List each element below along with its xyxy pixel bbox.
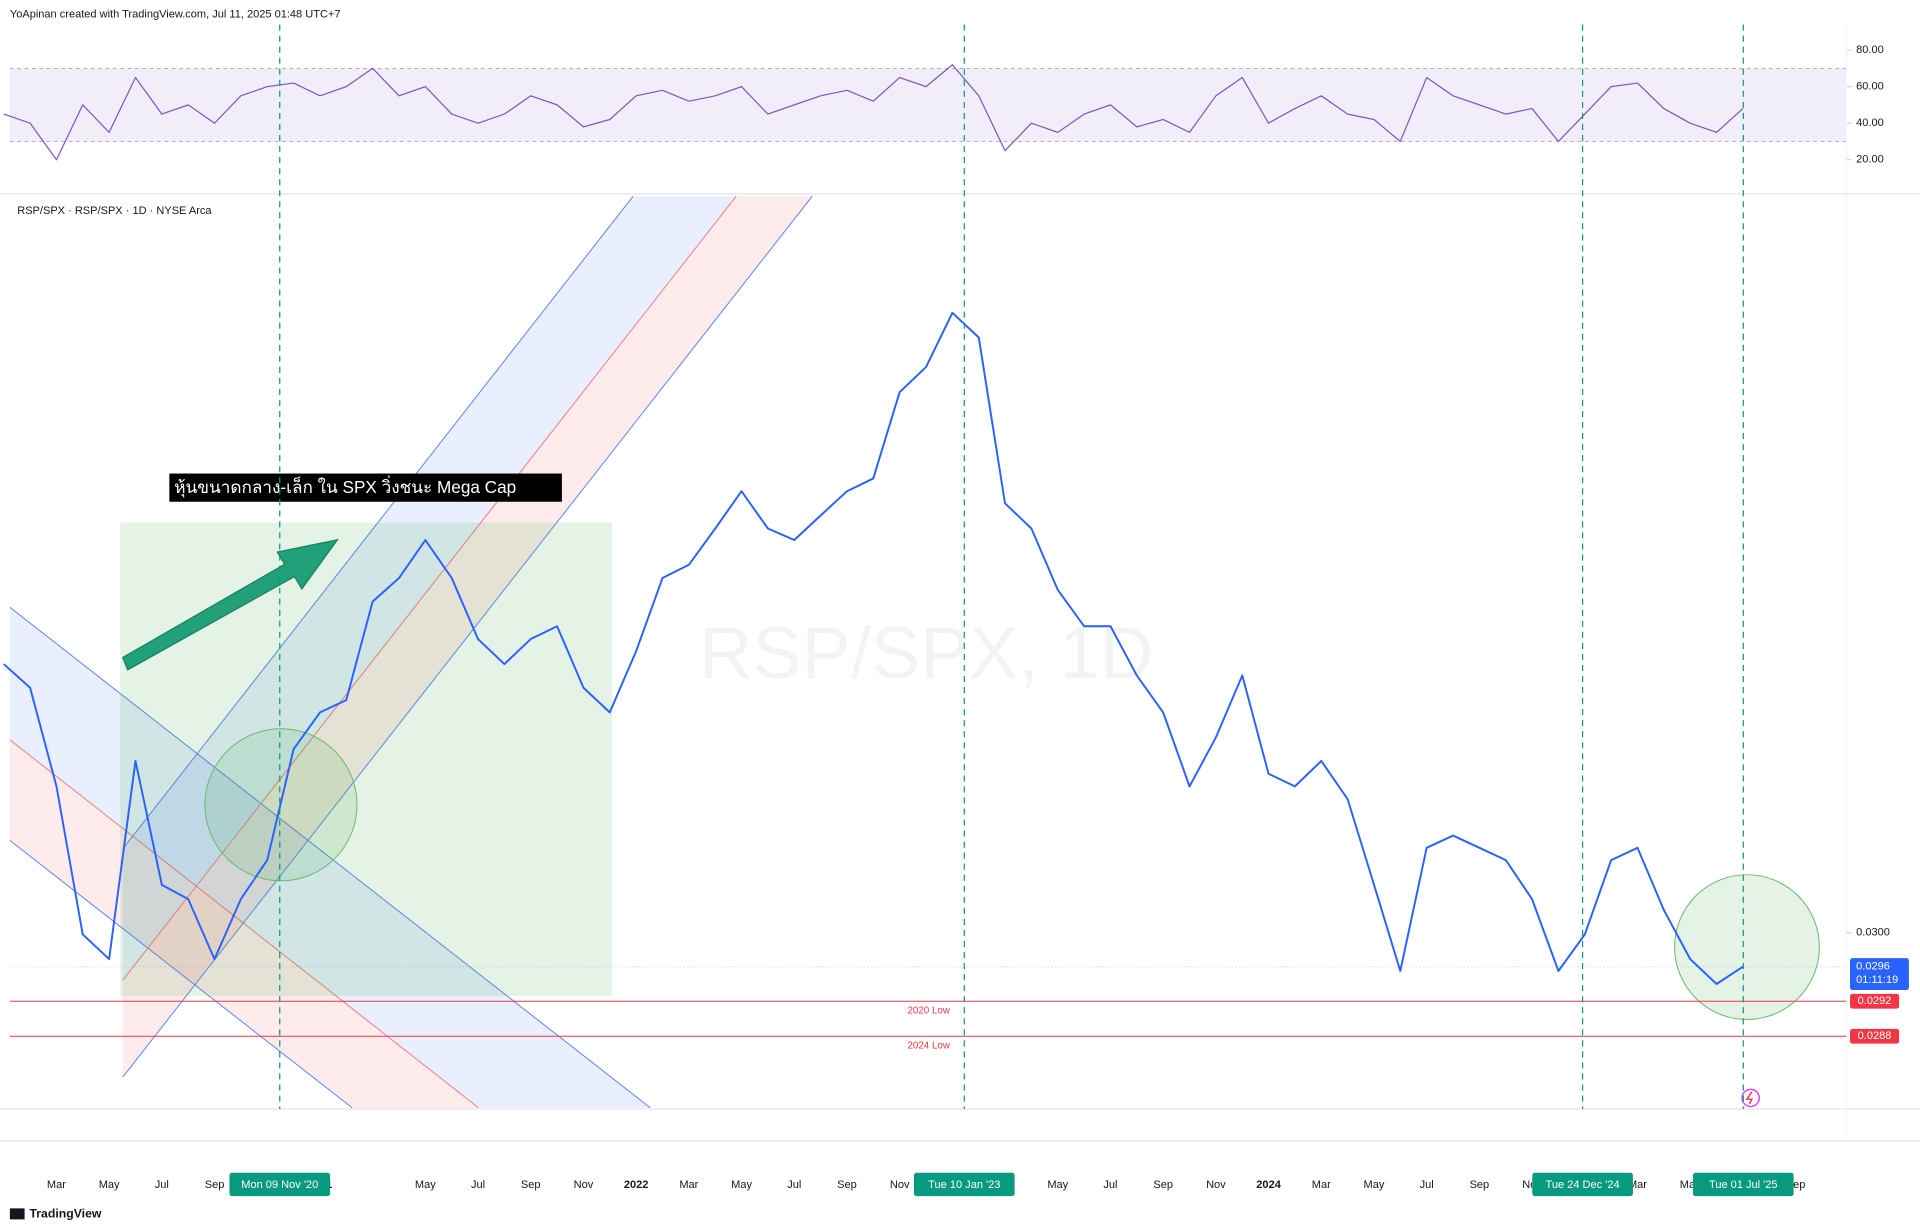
date-badge-label: Tue 24 Dec '24 bbox=[1546, 1179, 1620, 1191]
drawings: หุ้นขนาดกลาง-เล็ก ใน SPX วิ่งชนะ Mega Ca… bbox=[9, 195, 1820, 1109]
date-badge-label: Tue 10 Jan '23 bbox=[928, 1179, 1000, 1191]
event-icon[interactable] bbox=[1741, 1088, 1760, 1108]
y-tick-label: 20.00 bbox=[1856, 154, 1884, 166]
x-tick-label: Jul bbox=[1420, 1179, 1434, 1191]
x-tick-label: Sep bbox=[205, 1179, 225, 1191]
x-tick-label: Nov bbox=[890, 1179, 910, 1191]
y-tick-label: 0.0300 bbox=[1856, 927, 1890, 939]
x-tick-label: Jul bbox=[155, 1179, 169, 1191]
x-tick-label: Mar bbox=[1312, 1179, 1331, 1191]
header: YoApinan created with TradingView.com, J… bbox=[10, 9, 341, 21]
pane-title: RSP/SPX · RSP/SPX · 1D · NYSE Arca bbox=[17, 205, 212, 217]
rsi-pane: 20.00 40.00 60.00 80.00 bbox=[3, 44, 1884, 166]
footer-logo: TradingView bbox=[9, 1207, 102, 1221]
event-icon-bolt bbox=[1745, 1091, 1754, 1105]
logo-mark bbox=[9, 1208, 25, 1220]
highlight-box bbox=[120, 522, 613, 997]
x-tick-label: Sep bbox=[837, 1179, 857, 1191]
x-tick-label: 2024 bbox=[1256, 1179, 1281, 1191]
annotation: หุ้นขนาดกลาง-เล็ก ใน SPX วิ่งชนะ Mega Ca… bbox=[174, 475, 516, 498]
watermark: RSP/SPX, 1D bbox=[699, 611, 1153, 694]
price-tag bbox=[1850, 958, 1909, 991]
x-tick-label: Mar bbox=[679, 1179, 698, 1191]
price-tag bbox=[1850, 1028, 1900, 1044]
channel-line bbox=[9, 606, 651, 1109]
channel-line bbox=[122, 195, 813, 1078]
circle bbox=[1674, 874, 1820, 1020]
y-tick-label: 80.00 bbox=[1856, 44, 1884, 56]
x-tick-label: Sep bbox=[1153, 1179, 1173, 1191]
price-tag-label: 0.0292 bbox=[1858, 995, 1892, 1007]
x-tick-label: Jul bbox=[787, 1179, 801, 1191]
x-tick-label: Jul bbox=[1103, 1179, 1117, 1191]
date-badge bbox=[1692, 1172, 1794, 1197]
x-tick-label: May bbox=[731, 1179, 752, 1191]
x-tick-label: Jul bbox=[471, 1179, 485, 1191]
footer: TradingView bbox=[29, 1207, 101, 1221]
date-badge-label: Tue 01 Jul '25 bbox=[1709, 1179, 1778, 1191]
x-tick-label: Nov bbox=[574, 1179, 594, 1191]
x-tick-label: Mar bbox=[47, 1179, 66, 1191]
x-tick-label: Sep bbox=[1470, 1179, 1490, 1191]
price-tag-label: 0.0296 bbox=[1856, 961, 1890, 973]
x-tick-label: 2022 bbox=[624, 1179, 649, 1191]
line bbox=[3, 311, 1744, 985]
arrow bbox=[121, 538, 339, 671]
y-tick-label: 40.00 bbox=[1856, 117, 1884, 129]
x-tick-label: Sep bbox=[521, 1179, 541, 1191]
date-badge bbox=[1532, 1172, 1633, 1197]
channel-line bbox=[122, 195, 737, 981]
channel-line bbox=[9, 739, 479, 1109]
annotation-box bbox=[169, 473, 562, 502]
x-tick-label: Nov bbox=[1206, 1179, 1226, 1191]
x-tick-label: May bbox=[1047, 1179, 1068, 1191]
support-label: 2020 Low bbox=[907, 1006, 950, 1017]
date-badge bbox=[913, 1172, 1015, 1197]
price-tag-label: 0.0288 bbox=[1858, 1030, 1892, 1042]
x-tick-label: May bbox=[1364, 1179, 1385, 1191]
channel-line bbox=[9, 839, 353, 1109]
support-label: 2024 Low bbox=[907, 1041, 950, 1052]
date-badge bbox=[229, 1172, 331, 1197]
x-tick-label: May bbox=[415, 1179, 436, 1191]
price-pane: 0.0300 2020 Low 0.0292 2024 Low 0.0288 0.0296… bbox=[3, 24, 1909, 1197]
price-tag bbox=[1850, 993, 1900, 1009]
x-tick-label: May bbox=[99, 1179, 120, 1191]
channel-line bbox=[122, 195, 634, 850]
line bbox=[3, 64, 1744, 161]
date-badge-label: Mon 09 Nov '20 bbox=[241, 1179, 318, 1191]
countdown: 01:11:19 bbox=[1856, 974, 1898, 986]
rsi-band bbox=[9, 68, 1847, 142]
y-tick-label: 60.00 bbox=[1856, 81, 1884, 93]
